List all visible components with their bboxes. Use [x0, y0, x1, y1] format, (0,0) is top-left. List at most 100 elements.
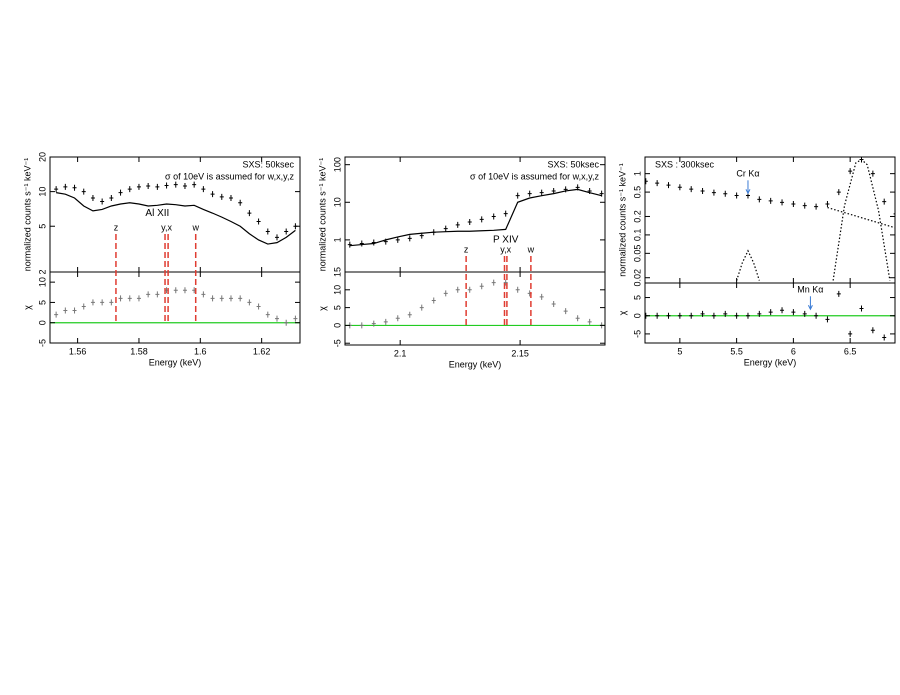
x-tick-label: 1.62: [253, 346, 271, 356]
data-point: [274, 234, 279, 241]
data-point: [284, 228, 289, 235]
data-point: [666, 312, 671, 319]
data-point: [182, 287, 187, 294]
data-point: [431, 297, 436, 304]
arrow-head: [807, 305, 813, 311]
bottom-plot: [345, 279, 605, 329]
data-point: [443, 290, 448, 297]
data-point: [563, 308, 568, 315]
y-tick-label: 0.05: [632, 245, 642, 263]
data-point: [182, 182, 187, 189]
data-point: [419, 304, 424, 311]
y-axis-label: normalized counts s⁻¹ keV⁻¹: [617, 163, 627, 277]
data-point: [515, 192, 520, 199]
y-axis-label: χ: [22, 305, 32, 310]
y-axis-label: normalized counts s⁻¹ keV⁻¹: [22, 158, 32, 272]
top-plot: [645, 157, 895, 281]
data-point: [791, 200, 796, 207]
data-point: [284, 319, 289, 326]
line-label: z: [114, 222, 119, 232]
data-point: [455, 221, 460, 228]
model-line: [736, 249, 760, 281]
data-point: [700, 310, 705, 317]
data-point: [228, 195, 233, 202]
frame: [49, 271, 301, 344]
model-line: [56, 192, 296, 245]
data-point: [63, 183, 68, 190]
x-tick-label: 1.6: [194, 346, 207, 356]
y-tick-label: -5: [332, 339, 342, 347]
data-point: [247, 210, 252, 217]
data-point: [527, 190, 532, 197]
data-point: [814, 312, 819, 319]
data-point: [491, 213, 496, 220]
data-point: [155, 183, 160, 190]
y-tick-label: 0.5: [632, 186, 642, 199]
annotation: Al XII: [145, 208, 169, 219]
line-label: z: [464, 244, 469, 254]
data-point: [192, 181, 197, 188]
data-point: [347, 241, 352, 248]
data-point: [118, 189, 123, 196]
data-point: [293, 315, 298, 322]
x-tick-label: 6: [791, 346, 796, 356]
note: SXS : 300ksec: [655, 159, 715, 169]
bottom-plot: [50, 287, 300, 326]
data-point: [81, 188, 86, 195]
data-point: [219, 193, 224, 200]
data-point: [210, 191, 215, 198]
data-point: [173, 181, 178, 188]
data-point: [503, 210, 508, 217]
data-point: [72, 184, 77, 191]
data-point: [655, 312, 660, 319]
data-point: [723, 190, 728, 197]
data-point: [780, 199, 785, 206]
data-point: [274, 315, 279, 322]
data-point: [467, 286, 472, 293]
y-tick-label: 0.1: [632, 229, 642, 242]
data-point: [256, 303, 261, 310]
arrow-head: [745, 189, 751, 195]
data-point: [479, 283, 484, 290]
data-point: [882, 198, 887, 205]
data-point: [219, 295, 224, 302]
data-point: [201, 291, 206, 298]
data-point: [757, 310, 762, 317]
data-point: [848, 330, 853, 337]
data-point: [836, 290, 841, 297]
data-point: [575, 315, 580, 322]
y-tick-label: 0.02: [632, 269, 642, 287]
annotation: Cr Kα: [736, 169, 759, 179]
y-tick-label: 5: [37, 224, 47, 229]
top-plot: [347, 184, 604, 248]
data-point: [515, 286, 520, 293]
data-point: [118, 295, 123, 302]
y-tick-label: 20: [37, 152, 47, 162]
data-point: [700, 188, 705, 195]
data-point: [677, 312, 682, 319]
data-point: [757, 196, 762, 203]
x-tick-label: 1.58: [130, 346, 148, 356]
data-point: [666, 182, 671, 189]
frame: [344, 271, 606, 346]
data-point: [479, 216, 484, 223]
x-axis-label: Energy (keV): [744, 357, 797, 367]
data-point: [238, 199, 243, 206]
data-point: [100, 299, 105, 306]
data-point: [723, 310, 728, 317]
data-point: [551, 187, 556, 194]
x-tick-label: 2.15: [511, 348, 529, 358]
x-tick-label: 1.56: [69, 346, 87, 356]
data-point: [201, 186, 206, 193]
data-point: [677, 184, 682, 191]
data-point: [734, 192, 739, 199]
data-point: [238, 295, 243, 302]
data-point: [90, 195, 95, 202]
y-tick-label: 100: [332, 157, 342, 172]
data-point: [859, 305, 864, 312]
data-point: [100, 198, 105, 205]
data-point: [155, 291, 160, 298]
y-tick-label: 15: [332, 267, 342, 277]
data-point: [893, 213, 895, 215]
data-point: [127, 186, 132, 193]
